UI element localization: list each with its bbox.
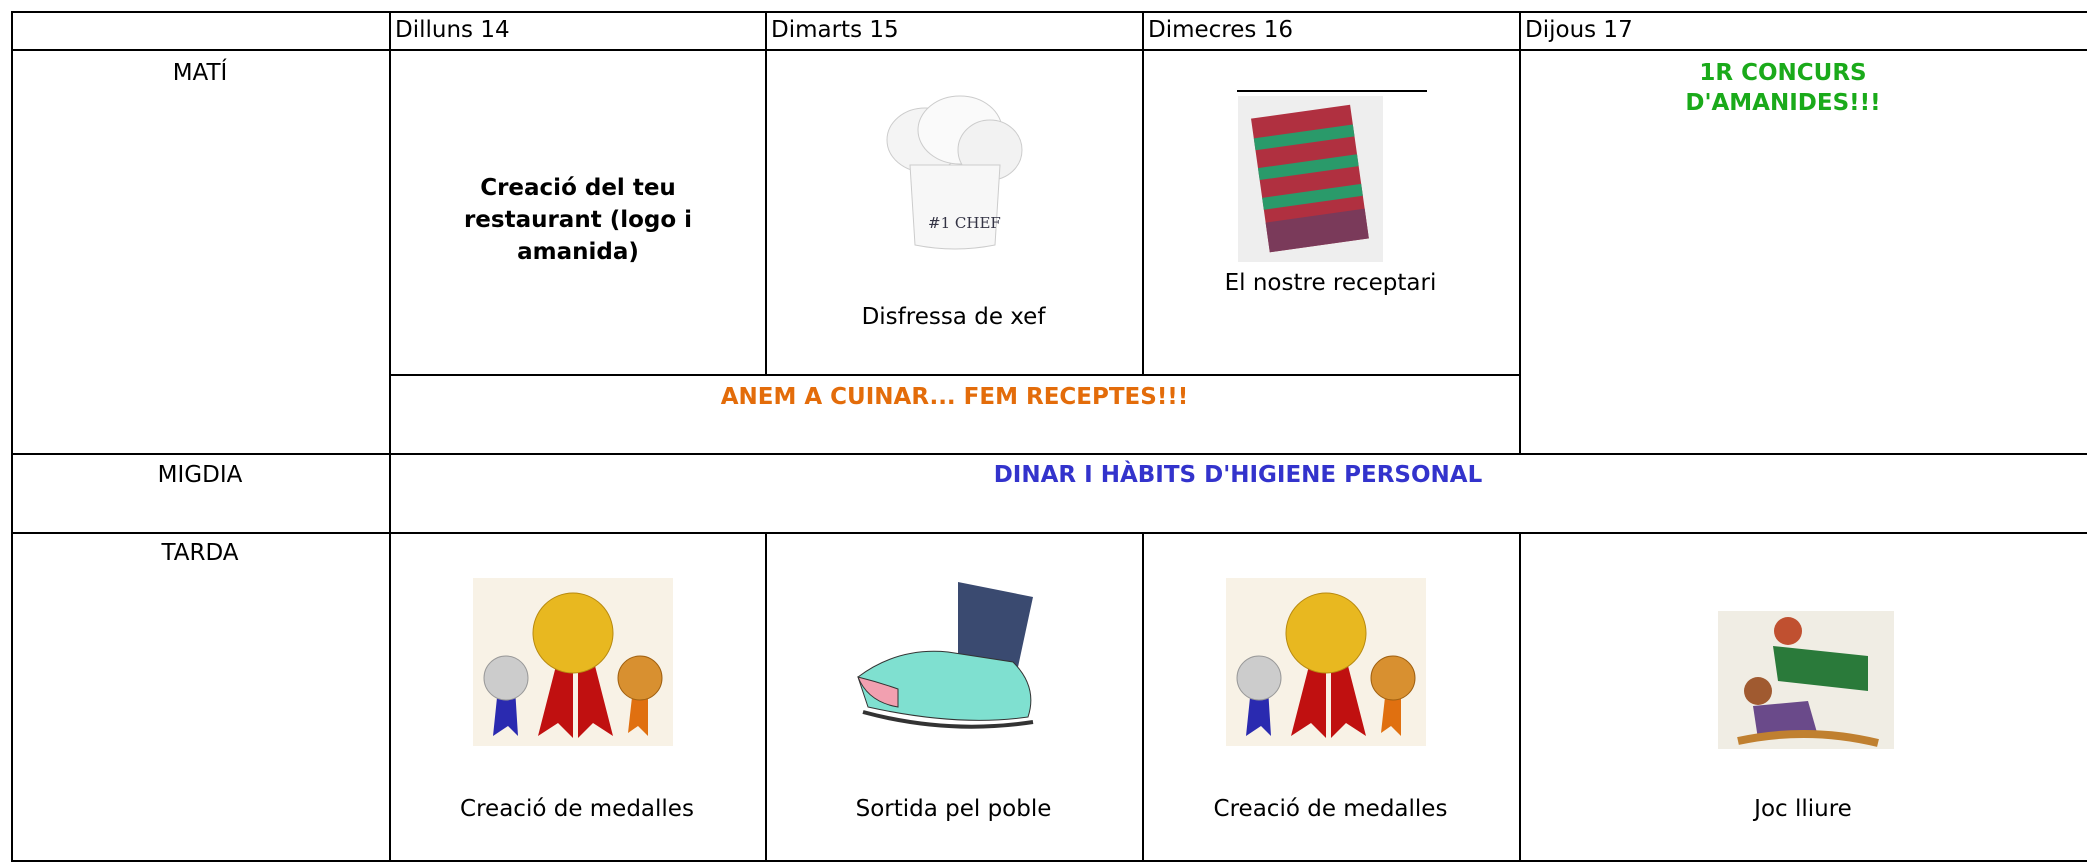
column-header: Dimecres 16 xyxy=(1148,17,1293,43)
activity: El nostre receptari xyxy=(1224,270,1437,296)
border xyxy=(11,860,2087,862)
border xyxy=(765,11,767,375)
notebook-image xyxy=(1238,96,1383,262)
row-label: MIGDIA xyxy=(157,462,243,488)
border xyxy=(389,374,1520,376)
row-label: TARDA xyxy=(161,540,239,566)
activity: 1R CONCURS D'AMANIDES!!! xyxy=(1685,60,1881,116)
activity: Creació de medalles xyxy=(460,796,694,822)
chef-hat-image: #1 CHEF xyxy=(886,95,1023,250)
column-header: Dilluns 14 xyxy=(395,17,510,43)
banner: ANEM A CUINAR... FEM RECEPTES!!! xyxy=(720,384,1189,410)
column-header: Dijous 17 xyxy=(1525,17,1633,43)
border xyxy=(11,453,2087,455)
activity: Creació de medalles xyxy=(1213,796,1448,822)
medals-image xyxy=(473,578,673,746)
border xyxy=(11,11,13,862)
border xyxy=(1142,532,1144,862)
svg-text:#1 CHEF: #1 CHEF xyxy=(928,214,1001,232)
border xyxy=(11,532,2087,534)
border xyxy=(1519,532,1521,862)
border xyxy=(1142,11,1144,375)
row-label: MATÍ xyxy=(172,60,228,86)
banner: DINAR I HÀBITS D'HIGIENE PERSONAL xyxy=(993,462,1483,488)
border xyxy=(11,11,2087,13)
border xyxy=(11,49,2087,51)
column-header: Dimarts 15 xyxy=(771,17,899,43)
rule xyxy=(1237,90,1427,92)
border xyxy=(1519,11,1521,454)
shoe-image xyxy=(857,582,1034,729)
border xyxy=(389,11,391,862)
medals-image xyxy=(1226,578,1426,746)
activity: Creació del teu restaurant (logo i amani… xyxy=(463,175,693,265)
activity: Disfressa de xef xyxy=(861,304,1046,330)
border xyxy=(765,532,767,862)
activity: Joc lliure xyxy=(1754,796,1852,822)
children-playing-image xyxy=(1718,611,1894,749)
activity: Sortida pel poble xyxy=(855,796,1052,822)
